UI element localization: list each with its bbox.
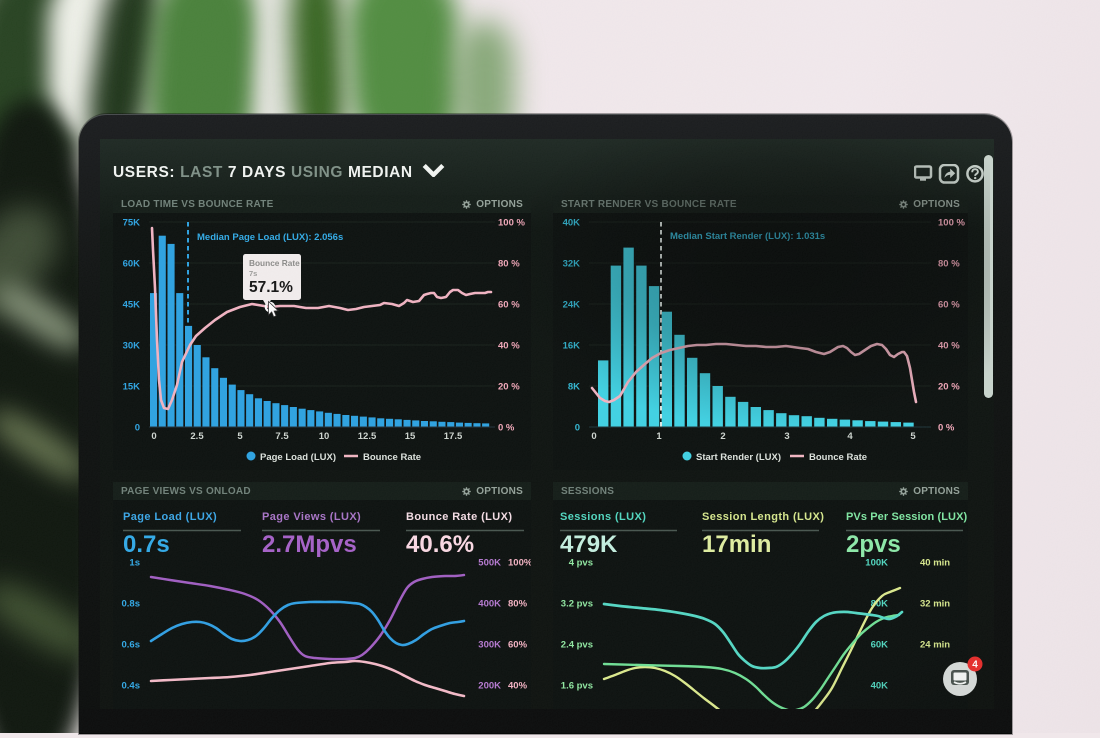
svg-text:3.2 pvs: 3.2 pvs bbox=[561, 599, 593, 610]
svg-text:300K: 300K bbox=[478, 640, 501, 651]
svg-text:60 %: 60 % bbox=[498, 300, 520, 311]
svg-text:2: 2 bbox=[720, 431, 725, 442]
svg-text:7.5: 7.5 bbox=[275, 431, 289, 442]
svg-text:10: 10 bbox=[319, 431, 330, 442]
svg-text:60K: 60K bbox=[123, 259, 141, 270]
svg-text:Median Start Render (LUX): 1.0: Median Start Render (LUX): 1.031s bbox=[670, 231, 825, 242]
svg-text:Bounce Rate: Bounce Rate bbox=[249, 258, 300, 268]
svg-text:24 min: 24 min bbox=[920, 640, 950, 651]
svg-text:60 %: 60 % bbox=[938, 300, 960, 311]
svg-text:500K: 500K bbox=[478, 558, 501, 569]
svg-text:2.7Mpvs: 2.7Mpvs bbox=[262, 531, 357, 558]
svg-text:7s: 7s bbox=[249, 269, 257, 278]
svg-text:Median Page Load (LUX): 2.056s: Median Page Load (LUX): 2.056s bbox=[197, 232, 343, 243]
svg-text:5: 5 bbox=[237, 431, 243, 442]
svg-text:0.8s: 0.8s bbox=[122, 599, 141, 610]
svg-text:100%: 100% bbox=[508, 558, 531, 569]
svg-text:15K: 15K bbox=[123, 382, 141, 393]
svg-text:0: 0 bbox=[151, 431, 156, 442]
svg-text:75K: 75K bbox=[123, 218, 141, 229]
svg-text:0 %: 0 % bbox=[938, 423, 955, 434]
svg-text:2.5: 2.5 bbox=[190, 431, 204, 442]
svg-text:32 min: 32 min bbox=[920, 599, 950, 610]
svg-text:57.1%: 57.1% bbox=[249, 279, 293, 296]
svg-text:Page Load (LUX): Page Load (LUX) bbox=[123, 511, 217, 523]
svg-text:Bounce Rate: Bounce Rate bbox=[809, 452, 867, 463]
svg-text:1s: 1s bbox=[129, 558, 140, 569]
svg-text:45K: 45K bbox=[123, 300, 141, 311]
svg-text:12.5: 12.5 bbox=[358, 431, 377, 442]
svg-text:Page Views (LUX): Page Views (LUX) bbox=[262, 511, 361, 523]
svg-text:40K: 40K bbox=[563, 218, 581, 229]
svg-text:20 %: 20 % bbox=[498, 382, 520, 393]
svg-text:20 %: 20 % bbox=[938, 382, 960, 393]
svg-text:0: 0 bbox=[575, 423, 580, 434]
svg-text:40 %: 40 % bbox=[938, 341, 960, 352]
svg-text:400K: 400K bbox=[478, 599, 501, 610]
svg-text:0: 0 bbox=[591, 431, 596, 442]
svg-text:1: 1 bbox=[656, 431, 662, 442]
svg-text:100K: 100K bbox=[865, 558, 888, 569]
svg-text:2pvs: 2pvs bbox=[846, 531, 901, 558]
svg-text:1.6 pvs: 1.6 pvs bbox=[561, 681, 593, 692]
svg-text:0.4s: 0.4s bbox=[122, 681, 141, 692]
svg-text:8K: 8K bbox=[568, 382, 580, 393]
svg-text:80 %: 80 % bbox=[938, 259, 960, 270]
svg-text:40 min: 40 min bbox=[920, 558, 950, 569]
svg-text:200K: 200K bbox=[478, 681, 501, 692]
svg-text:40K: 40K bbox=[871, 681, 889, 692]
svg-text:60%: 60% bbox=[508, 640, 528, 651]
svg-text:100 %: 100 % bbox=[938, 218, 965, 229]
svg-text:PVs Per Session (LUX): PVs Per Session (LUX) bbox=[846, 511, 968, 523]
svg-text:15: 15 bbox=[405, 431, 416, 442]
svg-text:24K: 24K bbox=[563, 300, 581, 311]
svg-text:0.6s: 0.6s bbox=[122, 640, 141, 651]
svg-text:30K: 30K bbox=[123, 341, 141, 352]
svg-text:Bounce Rate: Bounce Rate bbox=[363, 452, 421, 463]
svg-text:Page Load (LUX): Page Load (LUX) bbox=[260, 452, 336, 463]
svg-text:40 %: 40 % bbox=[498, 341, 520, 352]
svg-text:4: 4 bbox=[972, 660, 978, 671]
svg-text:2.4 pvs: 2.4 pvs bbox=[561, 640, 593, 651]
svg-text:80%: 80% bbox=[508, 599, 528, 610]
svg-text:4: 4 bbox=[847, 431, 853, 442]
svg-text:17min: 17min bbox=[702, 531, 771, 558]
svg-text:Session Length (LUX): Session Length (LUX) bbox=[702, 511, 824, 523]
svg-text:Start Render (LUX): Start Render (LUX) bbox=[696, 452, 781, 463]
svg-text:32K: 32K bbox=[563, 259, 581, 270]
svg-text:Sessions (LUX): Sessions (LUX) bbox=[560, 511, 646, 523]
svg-text:80 %: 80 % bbox=[498, 259, 520, 270]
svg-text:5: 5 bbox=[910, 431, 916, 442]
svg-text:100 %: 100 % bbox=[498, 218, 525, 229]
svg-text:479K: 479K bbox=[560, 531, 618, 558]
svg-text:0 %: 0 % bbox=[498, 423, 515, 434]
svg-text:Bounce Rate (LUX): Bounce Rate (LUX) bbox=[406, 511, 512, 523]
svg-text:16K: 16K bbox=[563, 341, 581, 352]
svg-text:17.5: 17.5 bbox=[444, 431, 463, 442]
svg-text:0.7s: 0.7s bbox=[123, 531, 170, 558]
svg-text:40%: 40% bbox=[508, 681, 528, 692]
svg-text:60K: 60K bbox=[871, 640, 889, 651]
svg-text:4 pvs: 4 pvs bbox=[569, 558, 593, 569]
svg-text:0: 0 bbox=[135, 423, 140, 434]
svg-text:40.6%: 40.6% bbox=[406, 531, 474, 558]
svg-text:3: 3 bbox=[784, 431, 789, 442]
